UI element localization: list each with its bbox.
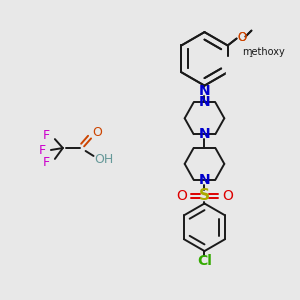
- Text: methoxy: methoxy: [242, 47, 285, 57]
- Text: F: F: [42, 129, 50, 142]
- Text: F: F: [38, 143, 46, 157]
- Text: O: O: [222, 189, 233, 202]
- Text: O: O: [237, 31, 246, 44]
- Text: O: O: [93, 126, 102, 139]
- Text: N: N: [199, 95, 210, 110]
- Text: O: O: [237, 31, 246, 44]
- Text: Cl: Cl: [197, 254, 212, 268]
- Text: S: S: [199, 188, 210, 203]
- Text: O: O: [238, 56, 248, 69]
- Text: OH: OH: [94, 153, 113, 167]
- Polygon shape: [226, 57, 281, 77]
- Text: N: N: [199, 127, 210, 141]
- Text: N: N: [199, 84, 210, 98]
- Text: F: F: [42, 156, 50, 170]
- Text: N: N: [199, 173, 210, 187]
- Text: O: O: [176, 189, 187, 202]
